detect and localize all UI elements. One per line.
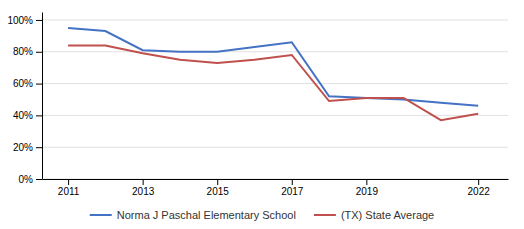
legend-item: (TX) State Average [314, 209, 434, 221]
x-axis: 2011 2013 2015 2017 2019 2022 [43, 179, 509, 197]
y-axis-tick-label: 20% [13, 142, 33, 153]
x-axis-tick-label: 2022 [468, 186, 491, 197]
legend-swatch [314, 214, 336, 216]
x-axis-tick-mark [68, 179, 69, 185]
legend-item: Norma J Paschal Elementary School [90, 209, 296, 221]
x-axis-tick-mark [143, 179, 144, 185]
lines [68, 28, 478, 120]
x-axis-tick-label: 2011 [58, 186, 80, 197]
y-axis-line [42, 13, 43, 180]
x-axis-tick-label: 2019 [356, 186, 379, 197]
y-axis-tick: 20% [13, 142, 42, 153]
plot: 2011 2013 2015 2017 2019 2022 0% 20% 40% 60% 80% 10… [7, 13, 508, 198]
x-axis-tick: 2019 [356, 179, 379, 197]
grid-line [42, 147, 508, 148]
x-axis-tick-mark [217, 179, 218, 185]
y-axis-tick-mark [36, 147, 42, 148]
y-axis-tick: 100% [7, 15, 42, 26]
x-axis-tick: 2013 [132, 179, 155, 197]
series-line [68, 28, 478, 106]
y-axis-tick: 60% [13, 78, 42, 89]
x-axis-tick-mark [366, 179, 367, 185]
legend-swatch [90, 214, 112, 216]
series-line [68, 45, 478, 120]
legend-label: (TX) State Average [341, 209, 434, 221]
y-axis-tick: 0% [19, 174, 42, 185]
legend-label: Norma J Paschal Elementary School [117, 209, 296, 221]
y-axis-tick: 80% [13, 46, 42, 57]
x-axis-tick: 2017 [281, 179, 304, 197]
grid-line [42, 179, 508, 180]
grid-line [42, 83, 508, 84]
x-axis-tick-mark [292, 179, 293, 185]
grid-line [42, 19, 508, 20]
y-axis-tick-label: 60% [13, 78, 33, 89]
grid-line [42, 115, 508, 116]
y-axis-tick-mark [36, 84, 42, 85]
y-axis: 0% 20% 40% 60% 80% 100% [7, 13, 42, 185]
y-axis-tick-mark [36, 179, 42, 180]
x-axis-tick: 2011 [58, 179, 80, 197]
y-axis-tick-label: 0% [19, 174, 34, 185]
legend: Norma J Paschal Elementary School (TX) St… [90, 209, 435, 221]
grid [42, 20, 508, 179]
y-axis-tick-label: 80% [13, 46, 33, 57]
x-axis-tick: 2022 [468, 179, 491, 197]
y-axis-tick-mark [36, 20, 42, 21]
x-axis-line [43, 179, 509, 180]
x-axis-tick-mark [478, 179, 479, 185]
y-axis-tick-mark [36, 52, 42, 53]
chart: 2011 2013 2015 2017 2019 2022 0% 20% 40% 60% 80% 10… [0, 0, 524, 229]
x-axis-tick-label: 2013 [132, 186, 155, 197]
y-axis-tick: 40% [13, 110, 42, 121]
y-axis-tick-label: 40% [13, 110, 33, 121]
grid-line [42, 51, 508, 52]
x-axis-tick-label: 2015 [207, 186, 230, 197]
y-axis-tick-mark [36, 115, 42, 116]
y-axis-tick-label: 100% [7, 15, 33, 26]
x-axis-tick: 2015 [207, 179, 230, 197]
x-axis-tick-label: 2017 [281, 186, 304, 197]
